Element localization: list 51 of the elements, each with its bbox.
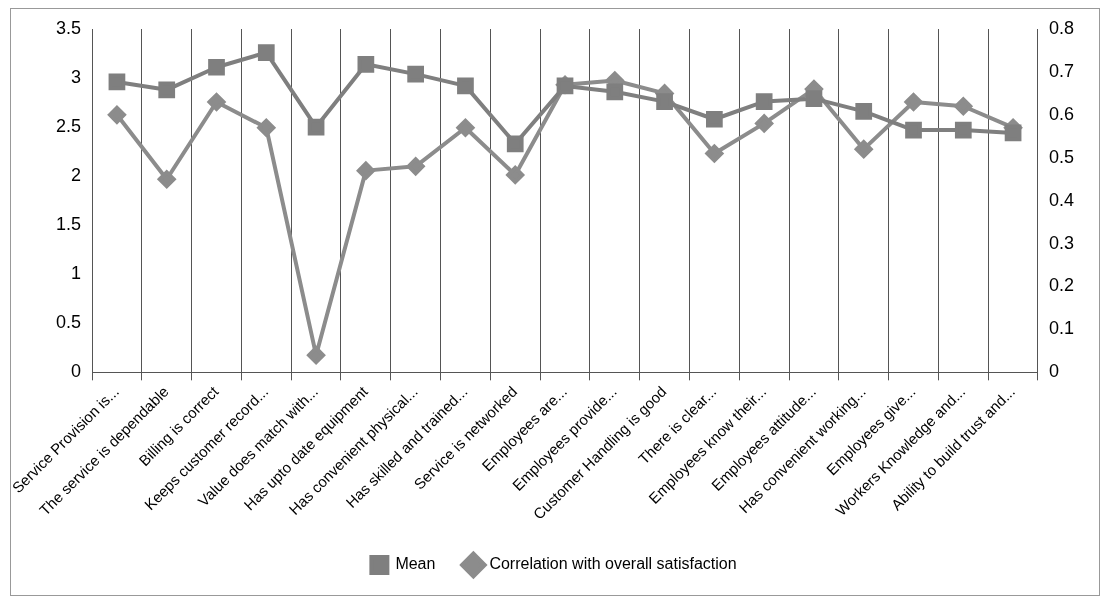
point (108, 73, 126, 91)
y2-tick-label: 0.5 (1048, 146, 1075, 167)
y2-tick-label: 0.6 (1048, 103, 1075, 124)
point (407, 65, 425, 83)
point (855, 103, 873, 120)
point (1004, 124, 1022, 142)
point (157, 170, 176, 189)
y-tick-label: 0.5 (56, 312, 82, 333)
point (307, 118, 325, 136)
point (606, 83, 624, 101)
point (457, 77, 474, 95)
point (905, 121, 922, 139)
point (954, 97, 973, 116)
y2-tick-label: 0.3 (1048, 232, 1075, 253)
point (705, 144, 724, 163)
point (954, 121, 972, 139)
point (406, 157, 425, 176)
point (656, 93, 673, 110)
legend-label: Mean (395, 555, 436, 573)
point (107, 105, 126, 124)
y-tick-label: 1 (71, 263, 82, 284)
point (755, 93, 773, 110)
point (854, 140, 873, 159)
y2-tick-label: 0.4 (1048, 189, 1075, 210)
point (257, 44, 275, 61)
point (456, 118, 475, 137)
legend-label: Correlation with overall satisfaction (489, 555, 737, 573)
y2-tick-label: 0.8 (1048, 17, 1075, 38)
y2-tick-label: 0.1 (1048, 318, 1075, 339)
y-tick-label: 0 (71, 361, 82, 382)
y-tick-label: 2 (71, 165, 82, 186)
point (208, 58, 225, 76)
point (755, 114, 774, 133)
y-tick-label: 3.5 (56, 17, 82, 38)
point (706, 110, 723, 128)
y2-tick-label: 0.7 (1048, 60, 1075, 81)
y2-tick-label: 0 (1048, 361, 1059, 382)
point (207, 92, 226, 111)
point (257, 118, 276, 137)
point (357, 55, 375, 73)
y-tick-label: 3 (71, 67, 82, 88)
point (805, 90, 823, 108)
point (904, 92, 923, 111)
y2-tick-label: 0.2 (1048, 275, 1075, 296)
point (356, 161, 375, 180)
y-tick-label: 2.5 (56, 116, 82, 137)
point (307, 346, 326, 365)
point (158, 81, 176, 99)
point (506, 135, 524, 153)
point (506, 165, 525, 184)
y-tick-label: 1.5 (56, 214, 82, 235)
